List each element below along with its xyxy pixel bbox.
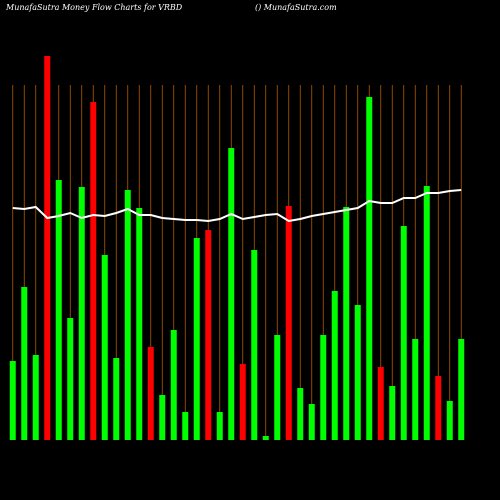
bar [32,355,39,440]
bar [159,395,166,440]
bar [423,186,430,440]
bar [366,97,373,440]
bar [113,358,120,440]
bar [9,361,16,440]
bar [389,386,396,440]
money-flow-line [12,189,462,223]
bar [21,287,28,440]
bar [205,230,212,440]
bar [216,412,223,440]
bar [320,335,327,440]
bar [251,250,258,440]
bar [182,412,189,440]
bar [458,339,465,440]
bar [136,208,143,440]
bar [297,388,304,440]
bar [55,180,62,440]
chart-title: MunafaSutra Money Flow Charts for VRBD [5,3,183,12]
bar [78,187,85,440]
bar [262,436,269,440]
bar [377,367,384,440]
bar [308,404,315,440]
bar [343,207,350,440]
bar [239,364,246,440]
bar [446,401,453,440]
bar [228,148,235,440]
bar [274,335,281,440]
bar [435,376,442,440]
bar [147,347,154,440]
bar [400,226,407,440]
bar [354,305,361,440]
chart-subtitle: () MunafaSutra.com [255,3,337,12]
bar [101,255,108,440]
bar [331,291,338,440]
bar [44,56,51,440]
bar [412,339,419,440]
bar [90,102,97,440]
bar [193,238,200,440]
bar [124,190,131,440]
bar [67,318,74,440]
bar [170,330,177,440]
bar [285,206,292,440]
